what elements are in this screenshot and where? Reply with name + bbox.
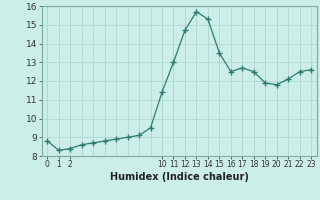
- X-axis label: Humidex (Indice chaleur): Humidex (Indice chaleur): [110, 172, 249, 182]
